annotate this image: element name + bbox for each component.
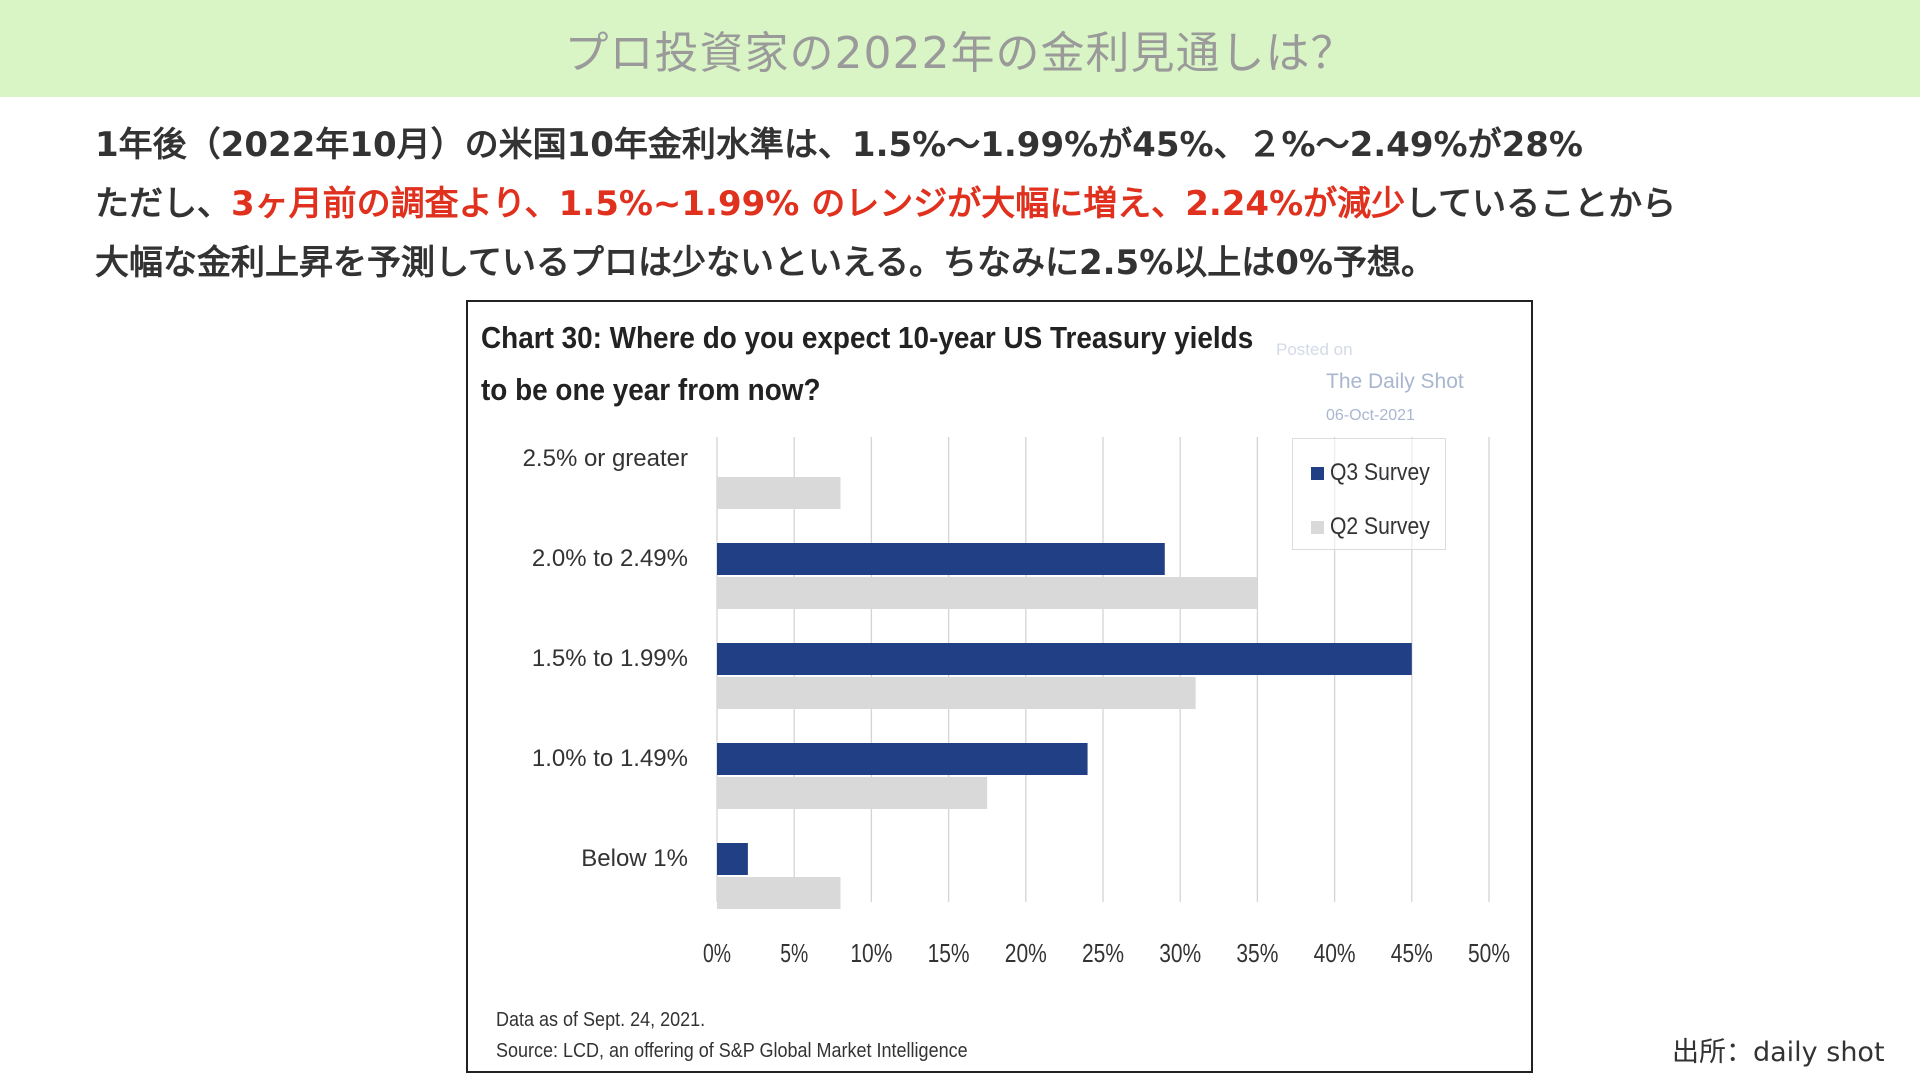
header-bar: プロ投資家の2022年の金利見通しは？ [0, 0, 1920, 97]
description-line-1: 1年後（2022年10月）の米国10年金利水準は、1.5%〜1.99%が45%、… [95, 125, 1583, 165]
legend-label-q3: Q3 Survey [1330, 459, 1430, 486]
bar-q3 [717, 743, 1088, 775]
legend-item-q2: Q2 Survey [1311, 513, 1443, 541]
category-label: Below 1% [581, 845, 688, 872]
chart-note-date: Data as of Sept. 24, 2021. [496, 1009, 706, 1031]
page-title: プロ投資家の2022年の金利見通しは？ [564, 27, 1356, 79]
bar-q3 [717, 543, 1165, 575]
x-tick-label: 5% [780, 938, 808, 968]
category-label: 1.0% to 1.49% [532, 745, 688, 772]
category-label: 2.5% or greater [523, 445, 688, 472]
legend-swatch-q2 [1311, 520, 1324, 534]
chart-note-source: Source: LCD, an offering of S&P Global M… [496, 1040, 968, 1062]
x-tick-label: 10% [850, 938, 892, 968]
x-tick-label: 25% [1082, 938, 1124, 968]
x-tick-label: 15% [928, 938, 970, 968]
description-line-2: ただし、3ヶ月前の調査より、1.5%~1.99% のレンジが大幅に増え、2.24… [95, 175, 1895, 234]
category-label: 2.0% to 2.49% [532, 545, 688, 572]
description-text: 1年後（2022年10月）の米国10年金利水準は、1.5%〜1.99%が45%、… [95, 116, 1895, 293]
x-tick-label: 45% [1391, 938, 1433, 968]
watermark-date: 06-Oct-2021 [1326, 407, 1415, 424]
watermark-posted: Posted on [1276, 340, 1353, 359]
x-tick-label: 20% [1005, 938, 1047, 968]
x-tick-label: 40% [1314, 938, 1356, 968]
chart-title-line-1: Chart 30: Where do you expect 10-year US… [481, 320, 1254, 355]
x-tick-label: 50% [1468, 938, 1510, 968]
source-credit: 出所：daily shot [1672, 1037, 1885, 1068]
description-highlight: 3ヶ月前の調査より、1.5%~1.99% のレンジが大幅に増え、2.24%が減少 [231, 184, 1406, 224]
legend-label-q2: Q2 Survey [1330, 513, 1430, 540]
chart-plot: 0% 5% 10% 15% 20% 25% 30% 35% 40% 45% 50% 2.5% or g… [523, 437, 1510, 968]
chart-title-line-2: to be one year from now? [481, 372, 821, 407]
x-tick-label: 30% [1159, 938, 1201, 968]
bar-q2 [717, 777, 988, 809]
legend-item-q3: Q3 Survey [1311, 459, 1443, 487]
chart-title: Chart 30: Where do you expect 10-year US… [481, 312, 1291, 416]
chart-frame: Chart 30: Where do you expect 10-year US… [466, 300, 1533, 1073]
category-label: 1.5% to 1.99% [532, 645, 688, 672]
watermark-site: The Daily Shot [1326, 370, 1464, 393]
chart-notes: Data as of Sept. 24, 2021. Source: LCD, … [496, 1005, 968, 1067]
bar-q3 [717, 843, 748, 875]
bar-q3 [717, 643, 1412, 675]
x-tick-label: 0% [703, 938, 731, 968]
description-line-3: 大幅な金利上昇を予測しているプロは少ないといえる。ちなみに2.5%以上は0%予想… [95, 243, 1435, 283]
bar-q2 [717, 577, 1258, 609]
description-line-2-prefix: ただし、 [95, 184, 231, 224]
bar-q2 [717, 877, 841, 909]
chart-legend: Q3 Survey Q2 Survey [1292, 438, 1446, 550]
x-tick-label: 35% [1236, 938, 1278, 968]
description-line-2-suffix: していることから [1405, 184, 1677, 224]
bar-q2 [717, 677, 1196, 709]
legend-swatch-q3 [1311, 466, 1324, 480]
bar-q2 [717, 477, 841, 509]
